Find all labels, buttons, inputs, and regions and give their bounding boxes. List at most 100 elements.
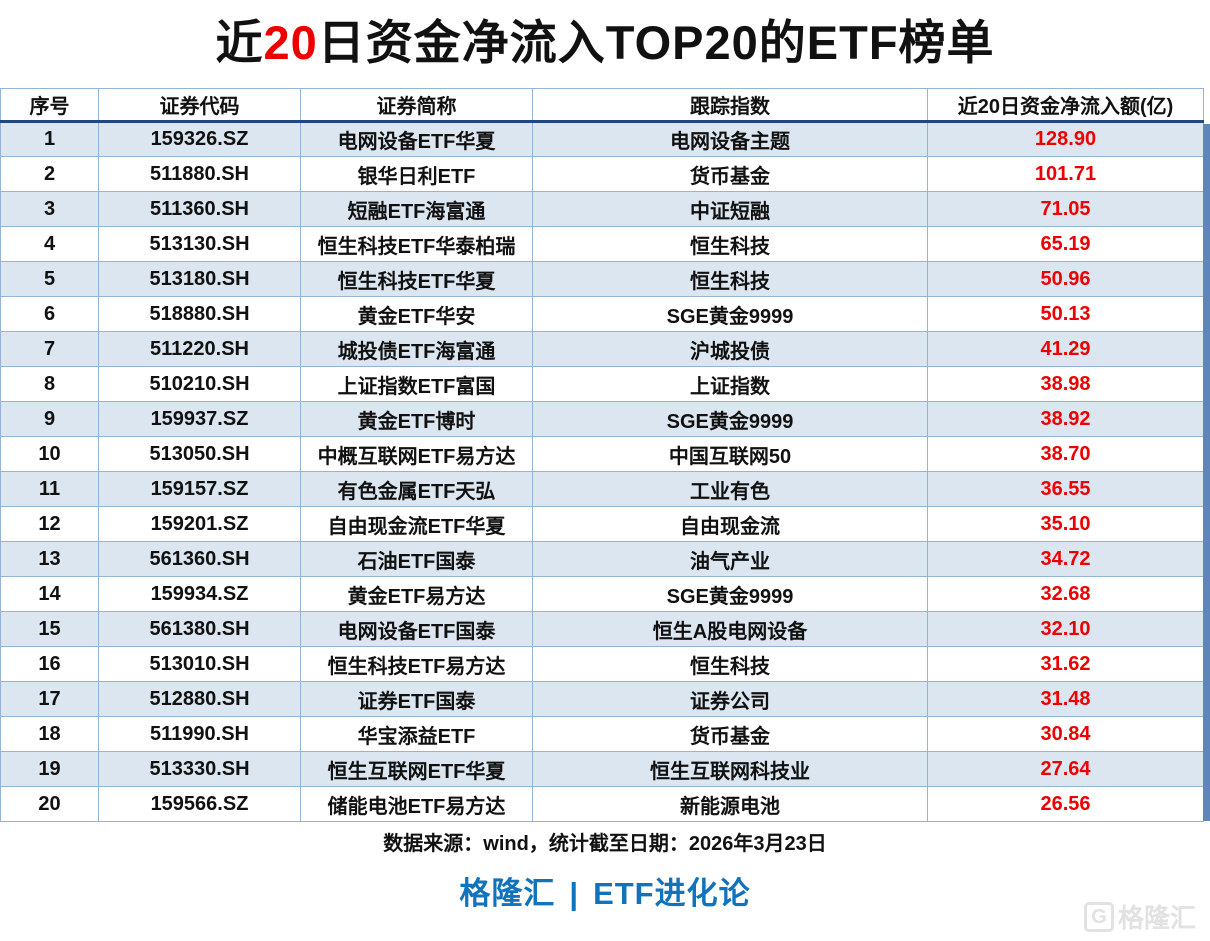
code-cell: 513010.SH xyxy=(98,646,301,682)
rank-cell: 3 xyxy=(0,191,99,227)
index-cell: 沪城投债 xyxy=(532,331,928,367)
table-row: 15 561380.SH 电网设备ETF国泰 恒生A股电网设备 32.10 xyxy=(0,611,1204,647)
index-cell: 中国互联网50 xyxy=(532,436,928,472)
rank-cell: 17 xyxy=(0,681,99,717)
rank-cell: 18 xyxy=(0,716,99,752)
inflow-cell: 35.10 xyxy=(927,506,1204,542)
table-row: 7 511220.SH 城投债ETF海富通 沪城投债 41.29 xyxy=(0,331,1204,367)
index-cell: 货币基金 xyxy=(532,156,928,192)
code-cell: 510210.SH xyxy=(98,366,301,402)
index-cell: SGE黄金9999 xyxy=(532,401,928,437)
rank-cell: 6 xyxy=(0,296,99,332)
inflow-cell: 50.13 xyxy=(927,296,1204,332)
etf-ranking-table: 序号 证券代码 证券简称 跟踪指数 近20日资金净流入额(亿) 1 159326… xyxy=(0,88,1204,822)
name-cell: 电网设备ETF国泰 xyxy=(300,611,533,647)
inflow-cell: 38.92 xyxy=(927,401,1204,437)
header-cell-rank: 序号 xyxy=(0,88,99,123)
data-source-note: 数据来源：wind，统计截至日期：2026年3月23日 xyxy=(383,833,827,855)
rank-cell: 12 xyxy=(0,506,99,542)
code-cell: 159934.SZ xyxy=(98,576,301,612)
table-row: 11 159157.SZ 有色金属ETF天弘 工业有色 36.55 xyxy=(0,471,1204,507)
gelonghui-watermark: G 格隆汇 xyxy=(1083,898,1196,935)
code-cell: 513130.SH xyxy=(98,226,301,262)
table-row: 13 561360.SH 石油ETF国泰 油气产业 34.72 xyxy=(0,541,1204,577)
index-cell: 工业有色 xyxy=(532,471,928,507)
table-row: 18 511990.SH 华宝添益ETF 货币基金 30.84 xyxy=(0,716,1204,752)
brand-column-name: ETF进化论 xyxy=(593,876,751,911)
name-cell: 黄金ETF博时 xyxy=(300,401,533,437)
table-row: 12 159201.SZ 自由现金流ETF华夏 自由现金流 35.10 xyxy=(0,506,1204,542)
inflow-cell: 27.64 xyxy=(927,751,1204,787)
index-cell: 恒生科技 xyxy=(532,646,928,682)
name-cell: 城投债ETF海富通 xyxy=(300,331,533,367)
table-row: 1 159326.SZ 电网设备ETF华夏 电网设备主题 128.90 xyxy=(0,121,1204,157)
inflow-cell: 65.19 xyxy=(927,226,1204,262)
inflow-cell: 31.62 xyxy=(927,646,1204,682)
name-cell: 有色金属ETF天弘 xyxy=(300,471,533,507)
code-cell: 159566.SZ xyxy=(98,786,301,822)
name-cell: 电网设备ETF华夏 xyxy=(300,121,533,157)
code-cell: 159157.SZ xyxy=(98,471,301,507)
name-cell: 黄金ETF易方达 xyxy=(300,576,533,612)
header-cell-inflow: 近20日资金净流入额(亿) xyxy=(927,88,1204,123)
index-cell: SGE黄金9999 xyxy=(532,576,928,612)
rank-cell: 5 xyxy=(0,261,99,297)
table-row: 17 512880.SH 证券ETF国泰 证券公司 31.48 xyxy=(0,681,1204,717)
table-row: 16 513010.SH 恒生科技ETF易方达 恒生科技 31.62 xyxy=(0,646,1204,682)
inflow-cell: 50.96 xyxy=(927,261,1204,297)
page-title: 近20日资金净流入TOP20的ETF榜单 xyxy=(0,0,1210,88)
header-cell-index: 跟踪指数 xyxy=(532,88,928,123)
name-cell: 石油ETF国泰 xyxy=(300,541,533,577)
rank-cell: 2 xyxy=(0,156,99,192)
inflow-cell: 32.10 xyxy=(927,611,1204,647)
inflow-cell: 38.98 xyxy=(927,366,1204,402)
inflow-cell: 71.05 xyxy=(927,191,1204,227)
title-prefix: 近 xyxy=(215,16,264,69)
name-cell: 黄金ETF华安 xyxy=(300,296,533,332)
inflow-cell: 31.48 xyxy=(927,681,1204,717)
table-body: 1 159326.SZ 电网设备ETF华夏 电网设备主题 128.90 2 51… xyxy=(0,121,1204,822)
name-cell: 恒生科技ETF华泰柏瑞 xyxy=(300,226,533,262)
inflow-cell: 32.68 xyxy=(927,576,1204,612)
code-cell: 511220.SH xyxy=(98,331,301,367)
title-suffix: 日资金净流入TOP20的ETF榜单 xyxy=(317,16,995,69)
title-highlight-number: 20 xyxy=(263,16,318,69)
code-cell: 513180.SH xyxy=(98,261,301,297)
table-row: 9 159937.SZ 黄金ETF博时 SGE黄金9999 38.92 xyxy=(0,401,1204,437)
code-cell: 561380.SH xyxy=(98,611,301,647)
name-cell: 短融ETF海富通 xyxy=(300,191,533,227)
table-header-row: 序号 证券代码 证券简称 跟踪指数 近20日资金净流入额(亿) xyxy=(0,88,1204,123)
name-cell: 储能电池ETF易方达 xyxy=(300,786,533,822)
inflow-cell: 36.55 xyxy=(927,471,1204,507)
rank-cell: 11 xyxy=(0,471,99,507)
name-cell: 自由现金流ETF华夏 xyxy=(300,506,533,542)
rank-cell: 15 xyxy=(0,611,99,647)
index-cell: 恒生科技 xyxy=(532,226,928,262)
code-cell: 512880.SH xyxy=(98,681,301,717)
index-cell: 上证指数 xyxy=(532,366,928,402)
code-cell: 159937.SZ xyxy=(98,401,301,437)
header-cell-name: 证券简称 xyxy=(300,88,533,123)
index-cell: 恒生科技 xyxy=(532,261,928,297)
rank-cell: 1 xyxy=(0,121,99,157)
table-row: 19 513330.SH 恒生互联网ETF华夏 恒生互联网科技业 27.64 xyxy=(0,751,1204,787)
gelonghui-logo-icon: G xyxy=(1083,901,1114,932)
code-cell: 513050.SH xyxy=(98,436,301,472)
etf-table-container: 序号 证券代码 证券简称 跟踪指数 近20日资金净流入额(亿) 1 159326… xyxy=(0,88,1210,822)
table-row: 6 518880.SH 黄金ETF华安 SGE黄金9999 50.13 xyxy=(0,296,1204,332)
table-right-edge-strip xyxy=(1203,124,1210,821)
table-row: 8 510210.SH 上证指数ETF富国 上证指数 38.98 xyxy=(0,366,1204,402)
index-cell: 新能源电池 xyxy=(532,786,928,822)
code-cell: 159326.SZ xyxy=(98,121,301,157)
index-cell: 中证短融 xyxy=(532,191,928,227)
table-row: 3 511360.SH 短融ETF海富通 中证短融 71.05 xyxy=(0,191,1204,227)
index-cell: SGE黄金9999 xyxy=(532,296,928,332)
inflow-cell: 101.71 xyxy=(927,156,1204,192)
name-cell: 上证指数ETF富国 xyxy=(300,366,533,402)
brand-footer: 格隆汇 | ETF进化论 xyxy=(0,868,1210,913)
header-cell-code: 证券代码 xyxy=(98,88,301,123)
name-cell: 恒生互联网ETF华夏 xyxy=(300,751,533,787)
rank-cell: 4 xyxy=(0,226,99,262)
rank-cell: 20 xyxy=(0,786,99,822)
inflow-cell: 41.29 xyxy=(927,331,1204,367)
